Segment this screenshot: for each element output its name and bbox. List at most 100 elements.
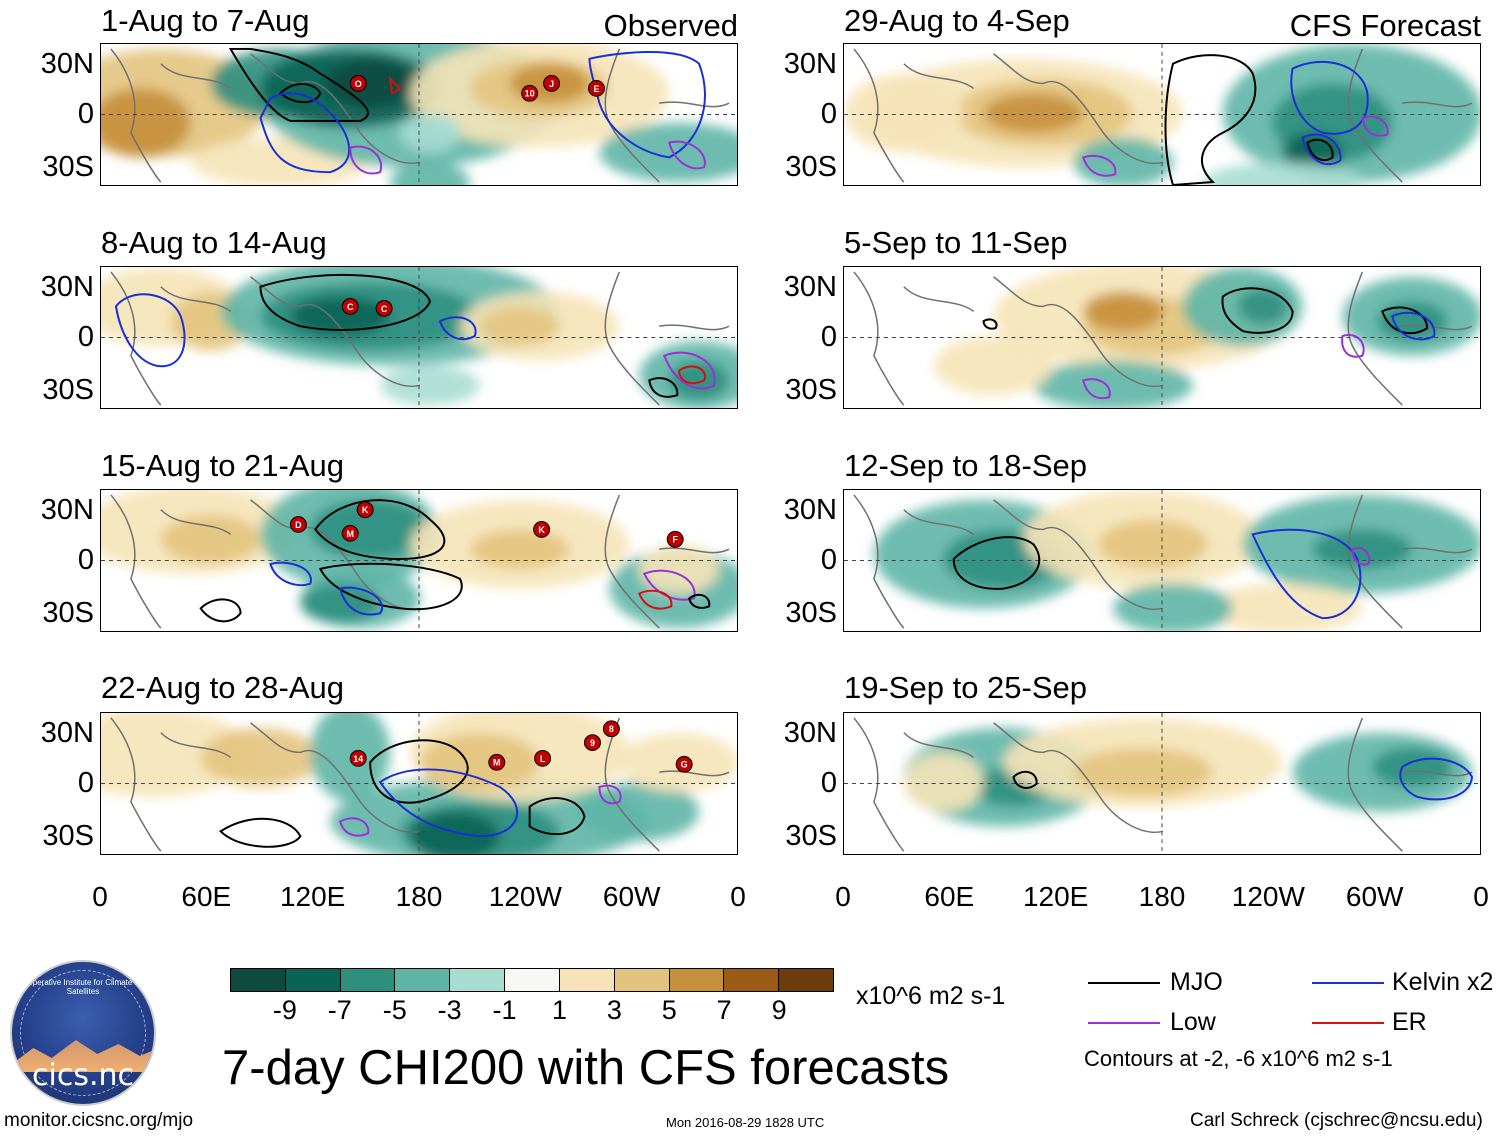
wave-contour (278, 83, 322, 104)
map-svg-p6 (844, 267, 1480, 408)
wave-contour (259, 92, 350, 174)
chi200-anomaly-region (1113, 583, 1233, 631)
storm-marker: 9 (583, 734, 601, 751)
wave-contour (688, 593, 711, 609)
coastlines (110, 494, 730, 629)
chi200-anomaly-region (903, 752, 984, 812)
chi200-shading (101, 44, 737, 185)
storm-marker-icon (543, 75, 561, 92)
panel-title-p8: 19-Sep to 25-Sep (844, 670, 1088, 705)
main-title: 7-day CHI200 with CFS forecasts (222, 1041, 950, 1095)
colorbar-swatch (285, 969, 341, 991)
coastlines (853, 717, 1473, 852)
lon-label: 60W (602, 881, 661, 912)
lat-label: 30N (783, 271, 837, 303)
coastlines (853, 271, 1473, 406)
footer-author: Carl Schreck (cjschrec@ncsu.edu) (1190, 1110, 1483, 1131)
chi200-shading (101, 713, 737, 854)
colorbar-label: 7 (716, 995, 732, 1025)
wave-contour (378, 768, 519, 838)
wave-contour (199, 598, 242, 623)
lat-label: 30S (42, 374, 94, 406)
lon-label: 0 (1473, 881, 1489, 912)
storm-marker-icon (587, 79, 605, 97)
lat-label: 30N (40, 271, 94, 303)
wave-contour (1251, 528, 1362, 620)
wave-contour (349, 145, 383, 175)
panel-title-p4: 22-Aug to 28-Aug (101, 670, 345, 705)
wave-contour (318, 562, 463, 611)
chi200-anomaly-region (479, 306, 560, 346)
legend-er-line (1312, 1022, 1384, 1024)
lon-label: 180 (1138, 881, 1186, 912)
storm-marker-label: E (593, 84, 599, 94)
storm-marker: E (587, 79, 605, 97)
lon-label: 120W (488, 881, 562, 912)
chi200-shading (844, 44, 1480, 185)
wave-contour (642, 569, 696, 601)
wave-contour (678, 365, 707, 385)
wave-contour (638, 589, 673, 610)
legend-low-line (1088, 1022, 1160, 1024)
storm-marker-icon (675, 755, 693, 773)
legend-low-label: Low (1170, 1008, 1216, 1036)
chi200-anomaly-region (101, 88, 191, 158)
wave-contour (314, 499, 446, 561)
lat-label: 30S (785, 151, 837, 183)
legend-mjo-label: MJO (1170, 968, 1223, 996)
colorbar-swatch (340, 969, 396, 991)
coastlines (110, 271, 730, 406)
legend-mjo-line (1088, 982, 1160, 984)
storm-marker-label: C (347, 302, 354, 312)
coastlines (110, 717, 730, 852)
storm-marker-icon (534, 749, 552, 767)
lat-label: 0 (77, 97, 94, 130)
chi200-anomaly-region (1098, 519, 1208, 569)
map-svg-p7 (844, 490, 1480, 631)
storm-marker-label: G (681, 760, 688, 770)
lat-label: 30S (42, 820, 94, 852)
storm-marker-icon (349, 749, 367, 767)
storm-marker-icon (602, 720, 620, 738)
colorbar-label: -5 (382, 995, 407, 1025)
lon-label: 120E (279, 881, 346, 912)
panel-tag-p5: CFS Forecast (1289, 8, 1481, 43)
storm-marker-icon (289, 516, 307, 533)
coastlines (853, 494, 1473, 629)
chi200-anomaly-region (469, 529, 570, 569)
colorbar-swatch (231, 969, 286, 991)
colorbar (230, 968, 834, 992)
map-p3: D K M K F (100, 489, 738, 632)
chi200-anomaly-region (669, 360, 730, 401)
wave-contour (1164, 54, 1257, 185)
lat-label: 30N (783, 717, 837, 749)
lon-label: 0 (835, 881, 851, 912)
footer-timestamp: Mon 2016-08-29 1828 UTC (666, 1115, 825, 1130)
lat-label: 0 (77, 320, 94, 353)
map-svg-p4: 14 M L 9 8 G (101, 713, 737, 854)
lon-label: 60W (1345, 881, 1404, 912)
chi200-anomaly-region (325, 58, 416, 109)
chi200-anomaly-region (400, 113, 460, 153)
chi200-anomaly-region (1033, 360, 1193, 408)
storm-marker: G (675, 755, 693, 773)
colorbar-label: -7 (327, 995, 352, 1025)
lat-label: 30S (42, 151, 94, 183)
storm-marker-icon (521, 84, 539, 102)
storm-marker: C (375, 300, 393, 317)
colorbar-label: 9 (771, 995, 787, 1025)
storm-marker: K (356, 501, 374, 519)
storm-marker-icon (341, 525, 359, 542)
storm-marker: F (666, 530, 684, 548)
wave-contour (259, 273, 432, 331)
lat-label: 30S (785, 374, 837, 406)
map-p1: O 10 J E (100, 43, 738, 186)
lat-label: 0 (820, 543, 837, 576)
lat-label: 30N (40, 494, 94, 526)
map-svg-p5 (844, 44, 1480, 185)
chi200-anomaly-region (639, 544, 720, 594)
colorbar-units: x10^6 m2 s-1 (856, 982, 1006, 1010)
legend-kelvin-label: Kelvin x2 (1392, 968, 1494, 996)
colorbar-swatch (614, 969, 670, 991)
